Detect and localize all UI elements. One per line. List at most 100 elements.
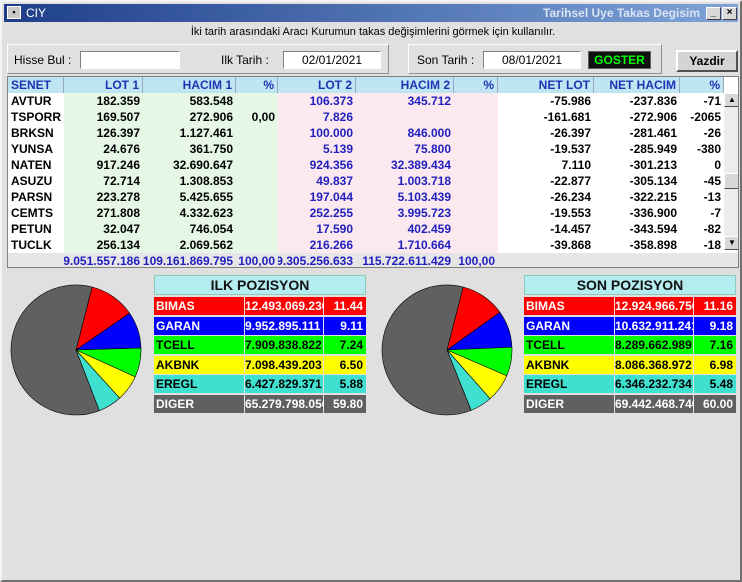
position-percent: 5.88 bbox=[324, 375, 366, 393]
goster-button[interactable]: GOSTER bbox=[588, 51, 651, 69]
scroll-down-icon[interactable]: ▼ bbox=[724, 236, 738, 250]
table-cell: -281.461 bbox=[594, 125, 680, 141]
table-cell: 223.278 bbox=[64, 189, 143, 205]
table-header-row: SENET LOT 1 HACIM 1% LOT 2 HACIM 2% NET LOT NE… bbox=[8, 77, 738, 93]
table-cell: NATEN bbox=[8, 157, 64, 173]
table-row[interactable]: AVTUR 182.359 583.548 106.373 345.712 -75.986… bbox=[8, 93, 738, 109]
table-cell: 182.359 bbox=[64, 93, 143, 109]
total-cell: 109.161.869.795 bbox=[143, 254, 233, 268]
table-cell: 17.590 bbox=[278, 221, 356, 237]
total-cell bbox=[498, 253, 594, 267]
table-row[interactable]: YUNSA 24.676 361.750 5.139 75.800 -19.537 -285… bbox=[8, 141, 738, 157]
position-value: 7.098.439.203 bbox=[245, 355, 323, 374]
ilk-tarih-field[interactable]: 02/01/2021 bbox=[283, 51, 381, 69]
table-cell: ASUZU bbox=[8, 173, 64, 189]
table-cell: -272.906 bbox=[594, 109, 680, 125]
scroll-thumb[interactable] bbox=[724, 173, 738, 189]
table-cell: 2.069.562 bbox=[143, 237, 236, 253]
table-row[interactable]: CEMTS 271.808 4.332.623 252.255 3.995.723 -19… bbox=[8, 205, 738, 221]
total-cell: 115.722.611.429 bbox=[362, 254, 451, 268]
column-header[interactable]: NET LOT bbox=[498, 77, 594, 93]
table-cell: 252.255 bbox=[278, 205, 356, 221]
table-cell: 5.103.439 bbox=[356, 189, 454, 205]
minimize-icon[interactable]: _ bbox=[706, 7, 721, 20]
table-cell: -358.898 bbox=[594, 237, 680, 253]
hisse-group bbox=[7, 44, 389, 74]
table-cell: PARSN bbox=[8, 189, 64, 205]
position-name: DIGER bbox=[154, 394, 244, 413]
position-value: 65.279.798.056 bbox=[245, 394, 329, 413]
column-header[interactable]: SENET bbox=[8, 77, 64, 93]
table-cell: 1.127.461 bbox=[143, 125, 236, 141]
position-name: BIMAS bbox=[154, 297, 244, 315]
position-name: GARAN bbox=[154, 316, 244, 335]
table-row[interactable]: TUCLK 256.134 2.069.562 216.266 1.710.664 -39… bbox=[8, 237, 738, 253]
son-group bbox=[408, 44, 662, 74]
column-header[interactable]: NET HACIM bbox=[594, 77, 680, 93]
table-cell: 216.266 bbox=[278, 237, 356, 253]
table-cell bbox=[236, 157, 278, 173]
table-cell: 1.710.664 bbox=[356, 237, 454, 253]
column-header[interactable]: % bbox=[454, 77, 498, 93]
column-header[interactable]: HACIM 1 bbox=[143, 77, 236, 93]
table-cell: PETUN bbox=[8, 221, 64, 237]
ilk-pozisyon-title: ILK POZISYON bbox=[154, 275, 366, 295]
position-row: BIMAS 12.493.069.230 11.44 bbox=[154, 297, 366, 315]
hisse-search-input[interactable] bbox=[80, 51, 180, 69]
table-cell: -82 bbox=[680, 221, 724, 237]
position-name: TCELL bbox=[154, 336, 244, 354]
table-cell: 106.373 bbox=[278, 93, 356, 109]
table-row[interactable]: ASUZU 72.714 1.308.853 49.837 1.003.718 -22.8… bbox=[8, 173, 738, 189]
position-percent: 7.16 bbox=[694, 336, 736, 354]
total-cell: 100,00 bbox=[238, 254, 275, 268]
table-cell: 5.425.655 bbox=[143, 189, 236, 205]
table-cell: 72.714 bbox=[64, 173, 143, 189]
table-row[interactable]: BRKSN 126.397 1.127.461 100.000 846.000 -26.3… bbox=[8, 125, 738, 141]
table-row[interactable]: PARSN 223.278 5.425.655 197.044 5.103.439 -26… bbox=[8, 189, 738, 205]
position-value: 9.952.895.111 bbox=[245, 316, 323, 335]
pie-slice-diger bbox=[10, 284, 100, 416]
table-row[interactable]: NATEN 917.246 32.690.647 924.356 32.389.434 7… bbox=[8, 157, 738, 173]
total-cell bbox=[680, 253, 724, 267]
table-cell: 345.712 bbox=[356, 93, 454, 109]
table-cell: -75.986 bbox=[498, 93, 594, 109]
position-percent: 5.48 bbox=[694, 375, 736, 393]
close-icon[interactable]: × bbox=[722, 7, 737, 20]
table-cell: -39.868 bbox=[498, 237, 594, 253]
table-cell: BRKSN bbox=[8, 125, 64, 141]
table-cell: 1.308.853 bbox=[143, 173, 236, 189]
table-row[interactable]: PETUN 32.047 746.054 17.590 402.459 -14.457 -3… bbox=[8, 221, 738, 237]
position-row: DIGER 65.279.798.056 59.80 bbox=[154, 394, 366, 413]
column-header[interactable]: HACIM 2 bbox=[356, 77, 454, 93]
table-cell: 402.459 bbox=[356, 221, 454, 237]
table-cell: 924.356 bbox=[278, 157, 356, 173]
table-cell: -7 bbox=[680, 205, 724, 221]
vertical-scrollbar[interactable]: ▲ ▼ bbox=[724, 93, 738, 250]
app-icon: ▪ bbox=[7, 6, 21, 19]
table-row[interactable]: TSPORR 169.507 272.906 0,00 7.826 -161.681 -27… bbox=[8, 109, 738, 125]
table-cell: CEMTS bbox=[8, 205, 64, 221]
table-cell: 0 bbox=[680, 157, 724, 173]
table-cell: 5.139 bbox=[278, 141, 356, 157]
column-header[interactable]: LOT 1 bbox=[64, 77, 143, 93]
son-pozisyon-title: SON POZISYON bbox=[524, 275, 736, 295]
table-cell: -161.681 bbox=[498, 109, 594, 125]
position-percent: 6.50 bbox=[324, 355, 366, 374]
table-cell bbox=[454, 237, 498, 253]
table-cell: 75.800 bbox=[356, 141, 454, 157]
position-value: 12.493.069.230 bbox=[245, 297, 329, 315]
table-cell: 4.332.623 bbox=[143, 205, 236, 221]
table-cell: 0,00 bbox=[236, 109, 278, 125]
table-cell: 917.246 bbox=[64, 157, 143, 173]
position-value: 6.346.232.734 bbox=[615, 375, 693, 393]
table-cell: 7.110 bbox=[498, 157, 594, 173]
position-name: GARAN bbox=[524, 316, 614, 335]
position-value: 8.086.368.972 bbox=[615, 355, 693, 374]
column-header[interactable]: % bbox=[236, 77, 278, 93]
column-header[interactable]: LOT 2 bbox=[278, 77, 356, 93]
yazdir-button[interactable]: Yazdir bbox=[676, 50, 738, 72]
scroll-up-icon[interactable]: ▲ bbox=[724, 93, 738, 107]
table-cell: -380 bbox=[680, 141, 724, 157]
son-tarih-field[interactable]: 08/01/2021 bbox=[483, 51, 581, 69]
column-header[interactable]: % bbox=[680, 77, 724, 93]
